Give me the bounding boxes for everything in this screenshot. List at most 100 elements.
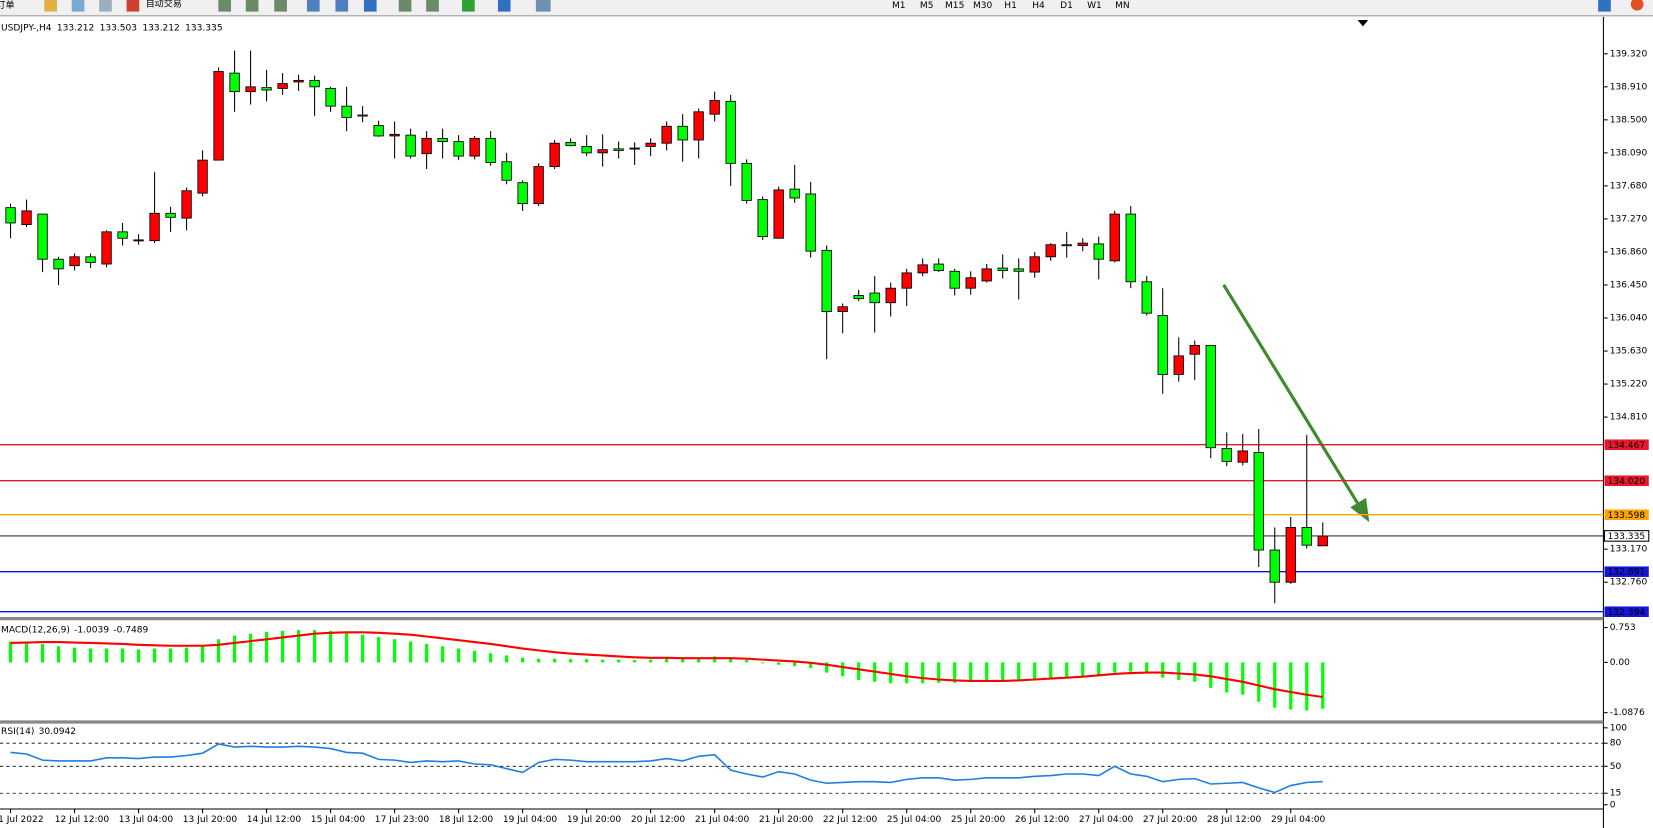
macd-bar bbox=[265, 631, 269, 663]
icon[interactable] bbox=[535, 0, 551, 12]
icon[interactable] bbox=[398, 0, 412, 12]
level-label: 132.891 bbox=[1608, 568, 1645, 578]
search-icon[interactable] bbox=[1598, 0, 1611, 12]
icon[interactable] bbox=[426, 0, 439, 12]
icon[interactable] bbox=[218, 0, 232, 12]
new-order-button[interactable]: 新订单 bbox=[0, 0, 15, 11]
macd-bar bbox=[377, 636, 381, 663]
candle-body bbox=[309, 79, 320, 88]
candle-body bbox=[501, 161, 512, 181]
x-tick-label: 26 Jul 12:00 bbox=[1015, 815, 1070, 825]
macd-bar bbox=[1177, 662, 1181, 680]
timeframe-button[interactable]: MN bbox=[1115, 1, 1130, 11]
macd-bar bbox=[969, 662, 973, 683]
candle-body bbox=[69, 256, 80, 267]
current-price-box bbox=[1603, 530, 1650, 542]
candle-body bbox=[645, 142, 656, 147]
icon[interactable] bbox=[335, 0, 349, 12]
macd-bar bbox=[537, 658, 541, 663]
candle-body bbox=[53, 258, 64, 270]
notification-icon[interactable] bbox=[1630, 0, 1644, 11]
candle-body bbox=[1157, 315, 1168, 375]
macd-bar bbox=[281, 630, 285, 663]
icon[interactable] bbox=[462, 0, 475, 12]
macd-bar bbox=[985, 662, 989, 682]
candle-body bbox=[709, 100, 720, 115]
timeframe-button[interactable]: M30 bbox=[973, 1, 993, 11]
y-tick-label: -1.0876 bbox=[1610, 708, 1645, 718]
candle-body bbox=[37, 213, 48, 260]
candle-body bbox=[725, 100, 736, 164]
macd-bar bbox=[216, 639, 221, 663]
x-tick-label: 29 Jul 04:00 bbox=[1271, 815, 1326, 825]
macd-bar bbox=[521, 657, 525, 663]
chart-area bbox=[0, 16, 1604, 828]
macd-bar bbox=[1033, 662, 1037, 680]
icon[interactable] bbox=[363, 0, 377, 12]
icon[interactable] bbox=[245, 0, 259, 12]
macd-bar bbox=[1017, 662, 1021, 681]
level-label-box bbox=[1604, 566, 1649, 577]
candle-body bbox=[149, 212, 160, 242]
y-tick-label: 136.040 bbox=[1610, 314, 1648, 324]
macd-bar bbox=[56, 646, 61, 663]
candle-body bbox=[1077, 242, 1088, 246]
timeframe-bar: M1 M5 M15 M30 H1 H4 D1 W1 MN bbox=[892, 1, 1130, 11]
candle-body bbox=[581, 146, 592, 154]
macd-bar bbox=[889, 662, 893, 684]
macd-bar bbox=[585, 659, 589, 663]
arrow-shaft bbox=[1222, 283, 1363, 510]
candle-body bbox=[213, 71, 224, 161]
autotrade-button[interactable]: 自动交易 bbox=[146, 0, 182, 10]
candle-body bbox=[1045, 244, 1056, 258]
icon[interactable] bbox=[274, 0, 287, 12]
candle-body bbox=[469, 137, 480, 157]
trend-arrow bbox=[1222, 283, 1370, 523]
timeframe-button[interactable]: D1 bbox=[1060, 1, 1073, 11]
candle-body bbox=[533, 166, 544, 205]
candle-body bbox=[661, 125, 672, 144]
macd-bar bbox=[1289, 662, 1293, 710]
icon[interactable] bbox=[306, 0, 320, 12]
macd-bar bbox=[1209, 662, 1213, 688]
x-tick-label: 18 Jul 12:00 bbox=[439, 815, 494, 825]
candle-body bbox=[1189, 344, 1200, 355]
autotrade-icon[interactable] bbox=[126, 0, 140, 12]
icon[interactable] bbox=[99, 0, 112, 12]
timeframe-button[interactable]: M1 bbox=[892, 1, 906, 11]
timeframe-button[interactable]: M5 bbox=[920, 1, 934, 11]
macd-bar bbox=[136, 649, 141, 663]
macd-bar bbox=[1193, 662, 1197, 682]
candle-body bbox=[117, 231, 128, 239]
timeframe-button[interactable]: H4 bbox=[1032, 1, 1045, 11]
level-label-box bbox=[1604, 509, 1649, 521]
candle-body bbox=[1317, 535, 1328, 547]
macd-bar bbox=[1097, 662, 1101, 677]
icon[interactable] bbox=[497, 0, 511, 12]
y-tick-label: 134.810 bbox=[1610, 413, 1648, 423]
macd-bar bbox=[393, 639, 397, 663]
macd-bar bbox=[809, 662, 813, 668]
icon[interactable] bbox=[71, 0, 85, 12]
timeframe-button[interactable]: M15 bbox=[945, 1, 964, 11]
plots: 139.320 138.910 138.500 138.090 137.680 137.2… bbox=[0, 23, 1650, 825]
level-label-box bbox=[1604, 606, 1649, 618]
macd-bar bbox=[1065, 662, 1069, 678]
candle-body bbox=[325, 88, 336, 107]
timeframe-button[interactable]: H1 bbox=[1004, 1, 1017, 11]
timeframe-button[interactable]: W1 bbox=[1087, 1, 1102, 11]
x-tick-label: 13 Jul 20:00 bbox=[183, 815, 238, 825]
candle-body bbox=[341, 105, 352, 118]
icon[interactable] bbox=[44, 0, 57, 12]
candle-body bbox=[1253, 452, 1264, 551]
macd-bar bbox=[1161, 662, 1165, 678]
macd-bar bbox=[441, 646, 445, 663]
candle-body bbox=[565, 141, 576, 147]
macd-bar bbox=[297, 630, 301, 663]
macd-bar bbox=[72, 647, 77, 663]
candle-body bbox=[789, 188, 800, 199]
macd-bar bbox=[313, 630, 317, 663]
macd-bar bbox=[200, 644, 205, 663]
